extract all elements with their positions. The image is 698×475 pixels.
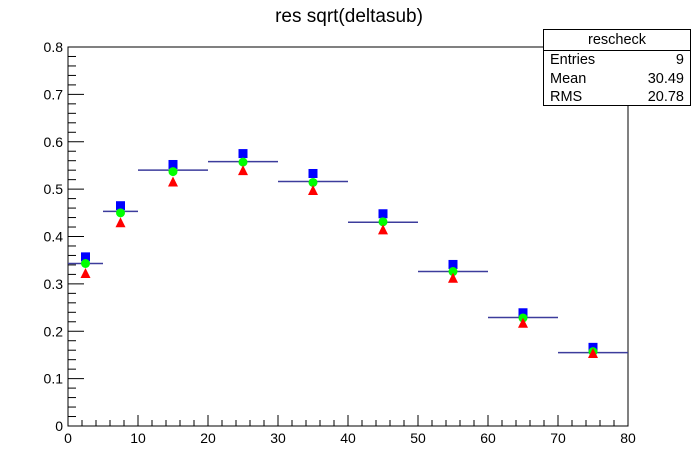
stats-box: rescheck Entries 9 Mean 30.49 RMS 20.78	[543, 29, 691, 106]
stats-label: Entries	[550, 52, 596, 68]
x-tick-label: 50	[410, 430, 426, 446]
x-tick-label: 0	[64, 430, 72, 446]
circle-marker	[308, 177, 318, 187]
stats-row-entries: Entries 9	[544, 51, 690, 70]
x-tick-label: 40	[340, 430, 356, 446]
y-tick-label: 0.2	[44, 323, 64, 339]
y-tick-label: 0.1	[44, 371, 64, 387]
triangle-marker	[168, 176, 178, 187]
stats-box-name: rescheck	[544, 30, 690, 51]
x-tick-label: 60	[480, 430, 496, 446]
x-tick-label: 70	[550, 430, 566, 446]
y-tick-label: 0	[55, 418, 63, 434]
triangle-marker	[588, 348, 598, 359]
circle-marker	[238, 157, 248, 167]
x-tick-label: 30	[270, 430, 286, 446]
stats-row-mean: Mean 30.49	[544, 70, 690, 89]
circle-marker	[116, 208, 125, 218]
circle-marker	[448, 267, 458, 277]
triangle-marker	[378, 224, 388, 235]
square-marker	[168, 159, 178, 169]
square-marker	[448, 259, 458, 269]
x-tick-label: 10	[130, 430, 146, 446]
square-marker	[378, 209, 388, 219]
y-tick-label: 0.4	[44, 229, 64, 245]
stats-label: Mean	[550, 70, 587, 87]
chart-title: res sqrt(deltasub)	[275, 6, 423, 27]
circle-marker	[81, 259, 90, 269]
triangle-marker	[448, 272, 458, 283]
stats-value: 20.78	[647, 89, 684, 105]
y-tick-label: 0.7	[44, 86, 64, 102]
stats-value: 9	[675, 52, 684, 68]
triangle-marker	[80, 267, 91, 278]
square-marker	[238, 149, 248, 159]
triangle-marker	[518, 317, 528, 328]
y-tick-label: 0.6	[44, 134, 64, 150]
square-marker	[518, 308, 528, 318]
x-tick-label: 80	[620, 430, 636, 446]
y-tick-label: 0.3	[44, 276, 64, 292]
stats-value: 30.49	[647, 70, 684, 87]
square-marker	[116, 201, 125, 211]
circle-marker	[378, 217, 388, 227]
triangle-marker	[238, 165, 248, 176]
y-tick-label: 0.5	[44, 181, 64, 197]
triangle-marker	[308, 185, 318, 196]
square-marker	[81, 252, 90, 262]
square-marker	[308, 168, 318, 178]
stats-label: RMS	[550, 89, 583, 105]
circle-marker	[168, 167, 178, 177]
triangle-marker	[115, 217, 126, 228]
x-tick-label: 20	[200, 430, 216, 446]
stats-row-rms: RMS 20.78	[544, 88, 690, 107]
y-tick-label: 0.8	[44, 39, 64, 55]
